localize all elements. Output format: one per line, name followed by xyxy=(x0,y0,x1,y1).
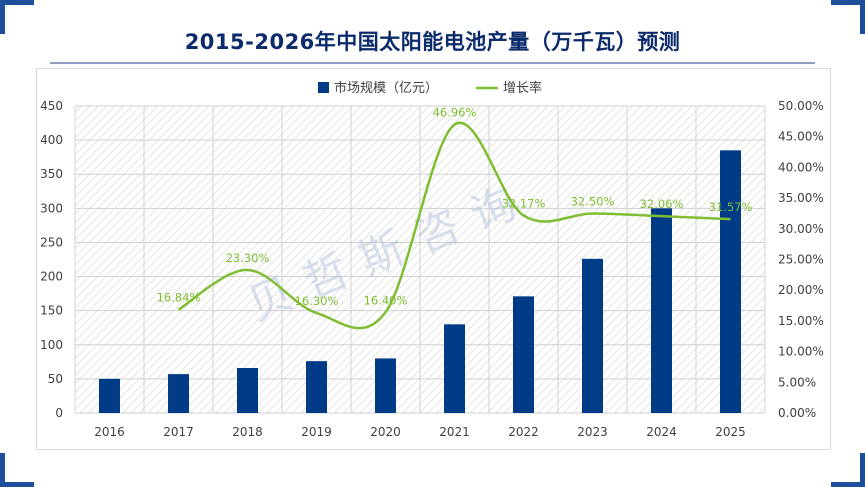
legend-swatch-bar xyxy=(318,82,329,93)
y-right-tick-label: 20.00% xyxy=(778,283,824,297)
x-tick-label: 2023 xyxy=(577,425,608,439)
corner-accent-bottom-right-v xyxy=(860,453,865,487)
growth-rate-line xyxy=(177,121,731,330)
x-tick-label: 2021 xyxy=(439,425,470,439)
growth-rate-label-2023: 32.50% xyxy=(571,194,615,208)
growth-rate-label-2017: 16.84% xyxy=(157,291,201,305)
x-tick-label: 2022 xyxy=(508,425,539,439)
y-left-tick-label: 0 xyxy=(55,406,63,420)
y-left-tick-label: 150 xyxy=(40,304,63,318)
growth-rate-label-2020: 16.40% xyxy=(364,293,408,307)
y-left-tick-label: 50 xyxy=(48,372,63,386)
title-divider xyxy=(50,62,815,64)
chart-title: 2015-2026年中国太阳能电池产量（万千瓦）预测 xyxy=(184,30,681,54)
growth-rate-label-2024: 32.06% xyxy=(640,197,684,211)
x-tick-label: 2020 xyxy=(370,425,401,439)
bar-2020 xyxy=(375,358,396,413)
x-tick-label: 2017 xyxy=(163,425,194,439)
bar-2019 xyxy=(306,361,327,413)
bar-2025 xyxy=(720,150,741,413)
bar-2018 xyxy=(237,367,258,413)
corner-accent-bottom-left-v xyxy=(0,453,5,487)
y-left-tick-label: 200 xyxy=(40,270,63,284)
y-right-tick-label: 40.00% xyxy=(778,160,824,174)
growth-rate-label-2019: 16.30% xyxy=(295,294,339,308)
bar-2024 xyxy=(651,208,672,413)
y-right-tick-label: 50.00% xyxy=(778,99,824,113)
legend-label-bar: 市场规模（亿元） xyxy=(334,80,438,96)
bar-2023 xyxy=(582,258,603,413)
y-right-tick-label: 10.00% xyxy=(778,345,824,359)
x-tick-label: 2019 xyxy=(301,425,332,439)
growth-rate-label-2022: 32.17% xyxy=(502,196,546,210)
y-right-tick-label: 15.00% xyxy=(778,314,824,328)
y-right-tick-label: 30.00% xyxy=(778,222,824,236)
bar-2017 xyxy=(168,374,189,413)
x-tick-label: 2018 xyxy=(232,425,263,439)
y-right-tick-label: 25.00% xyxy=(778,253,824,267)
x-tick-label: 2024 xyxy=(646,425,677,439)
y-right-tick-label: 5.00% xyxy=(778,375,816,389)
x-tick-label: 2016 xyxy=(94,425,125,439)
corner-accent-top-left-h xyxy=(0,0,34,5)
bar-2016 xyxy=(99,378,120,413)
growth-rate-label-2021: 46.96% xyxy=(433,106,477,120)
corner-accent-top-right-h xyxy=(831,0,865,5)
y-left-tick-label: 400 xyxy=(40,133,63,147)
bar-2022 xyxy=(513,296,534,413)
x-tick-label: 2025 xyxy=(715,425,746,439)
y-left-tick-label: 350 xyxy=(40,167,63,181)
y-left-tick-label: 250 xyxy=(40,235,63,249)
bar-2021 xyxy=(444,324,465,413)
y-right-tick-label: 0.00% xyxy=(778,406,816,420)
growth-rate-label-2025: 31.57% xyxy=(709,200,753,214)
legend-label-line: 增长率 xyxy=(503,80,542,96)
corner-accent-bottom-left-h xyxy=(0,482,34,487)
y-left-tick-label: 450 xyxy=(40,99,63,113)
growth-rate-label-2018: 23.30% xyxy=(226,251,270,265)
corner-accent-top-right-v xyxy=(860,0,865,34)
corner-accent-top-left-v xyxy=(0,0,5,34)
corner-accent-bottom-right-h xyxy=(831,482,865,487)
y-left-tick-label: 300 xyxy=(40,201,63,215)
y-right-tick-label: 45.00% xyxy=(778,130,824,144)
y-right-tick-label: 35.00% xyxy=(778,191,824,205)
y-left-tick-label: 100 xyxy=(40,338,63,352)
